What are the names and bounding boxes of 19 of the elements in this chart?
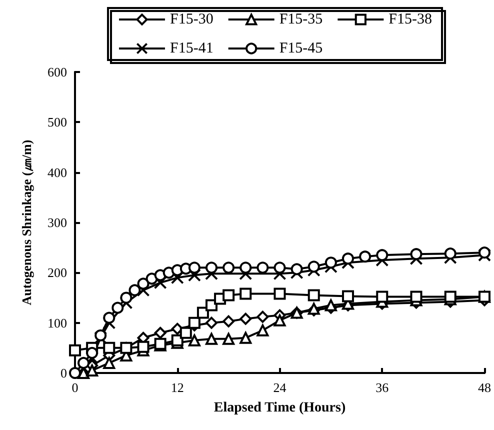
y-tick-label: 200 xyxy=(48,265,67,280)
y-tick-label: 400 xyxy=(48,164,67,180)
y-tick-label: 300 xyxy=(48,215,67,230)
legend-label: F15-35 xyxy=(279,12,323,28)
y-tick-label: 500 xyxy=(48,114,67,130)
y-axis-title: Autogenous Shrinkage (㎛/m) xyxy=(19,140,34,306)
x-tick-label: 36 xyxy=(376,380,390,395)
legend-label: F15-41 xyxy=(170,40,214,56)
y-tick-label: 0 xyxy=(60,366,67,380)
x-tick-label: 24 xyxy=(273,380,287,395)
x-tick-label: 48 xyxy=(478,380,491,395)
legend-label: F15-45 xyxy=(279,40,323,56)
x-axis-title: Elapsed Time (Hours) xyxy=(214,400,346,416)
legend-label: F15-30 xyxy=(170,12,214,28)
x-tick-label: 0 xyxy=(72,380,78,395)
y-tick-label: 100 xyxy=(48,315,67,330)
legend-label: F15-38 xyxy=(388,12,432,28)
y-tick-label: 600 xyxy=(48,64,67,80)
x-tick-label: 12 xyxy=(170,380,184,395)
